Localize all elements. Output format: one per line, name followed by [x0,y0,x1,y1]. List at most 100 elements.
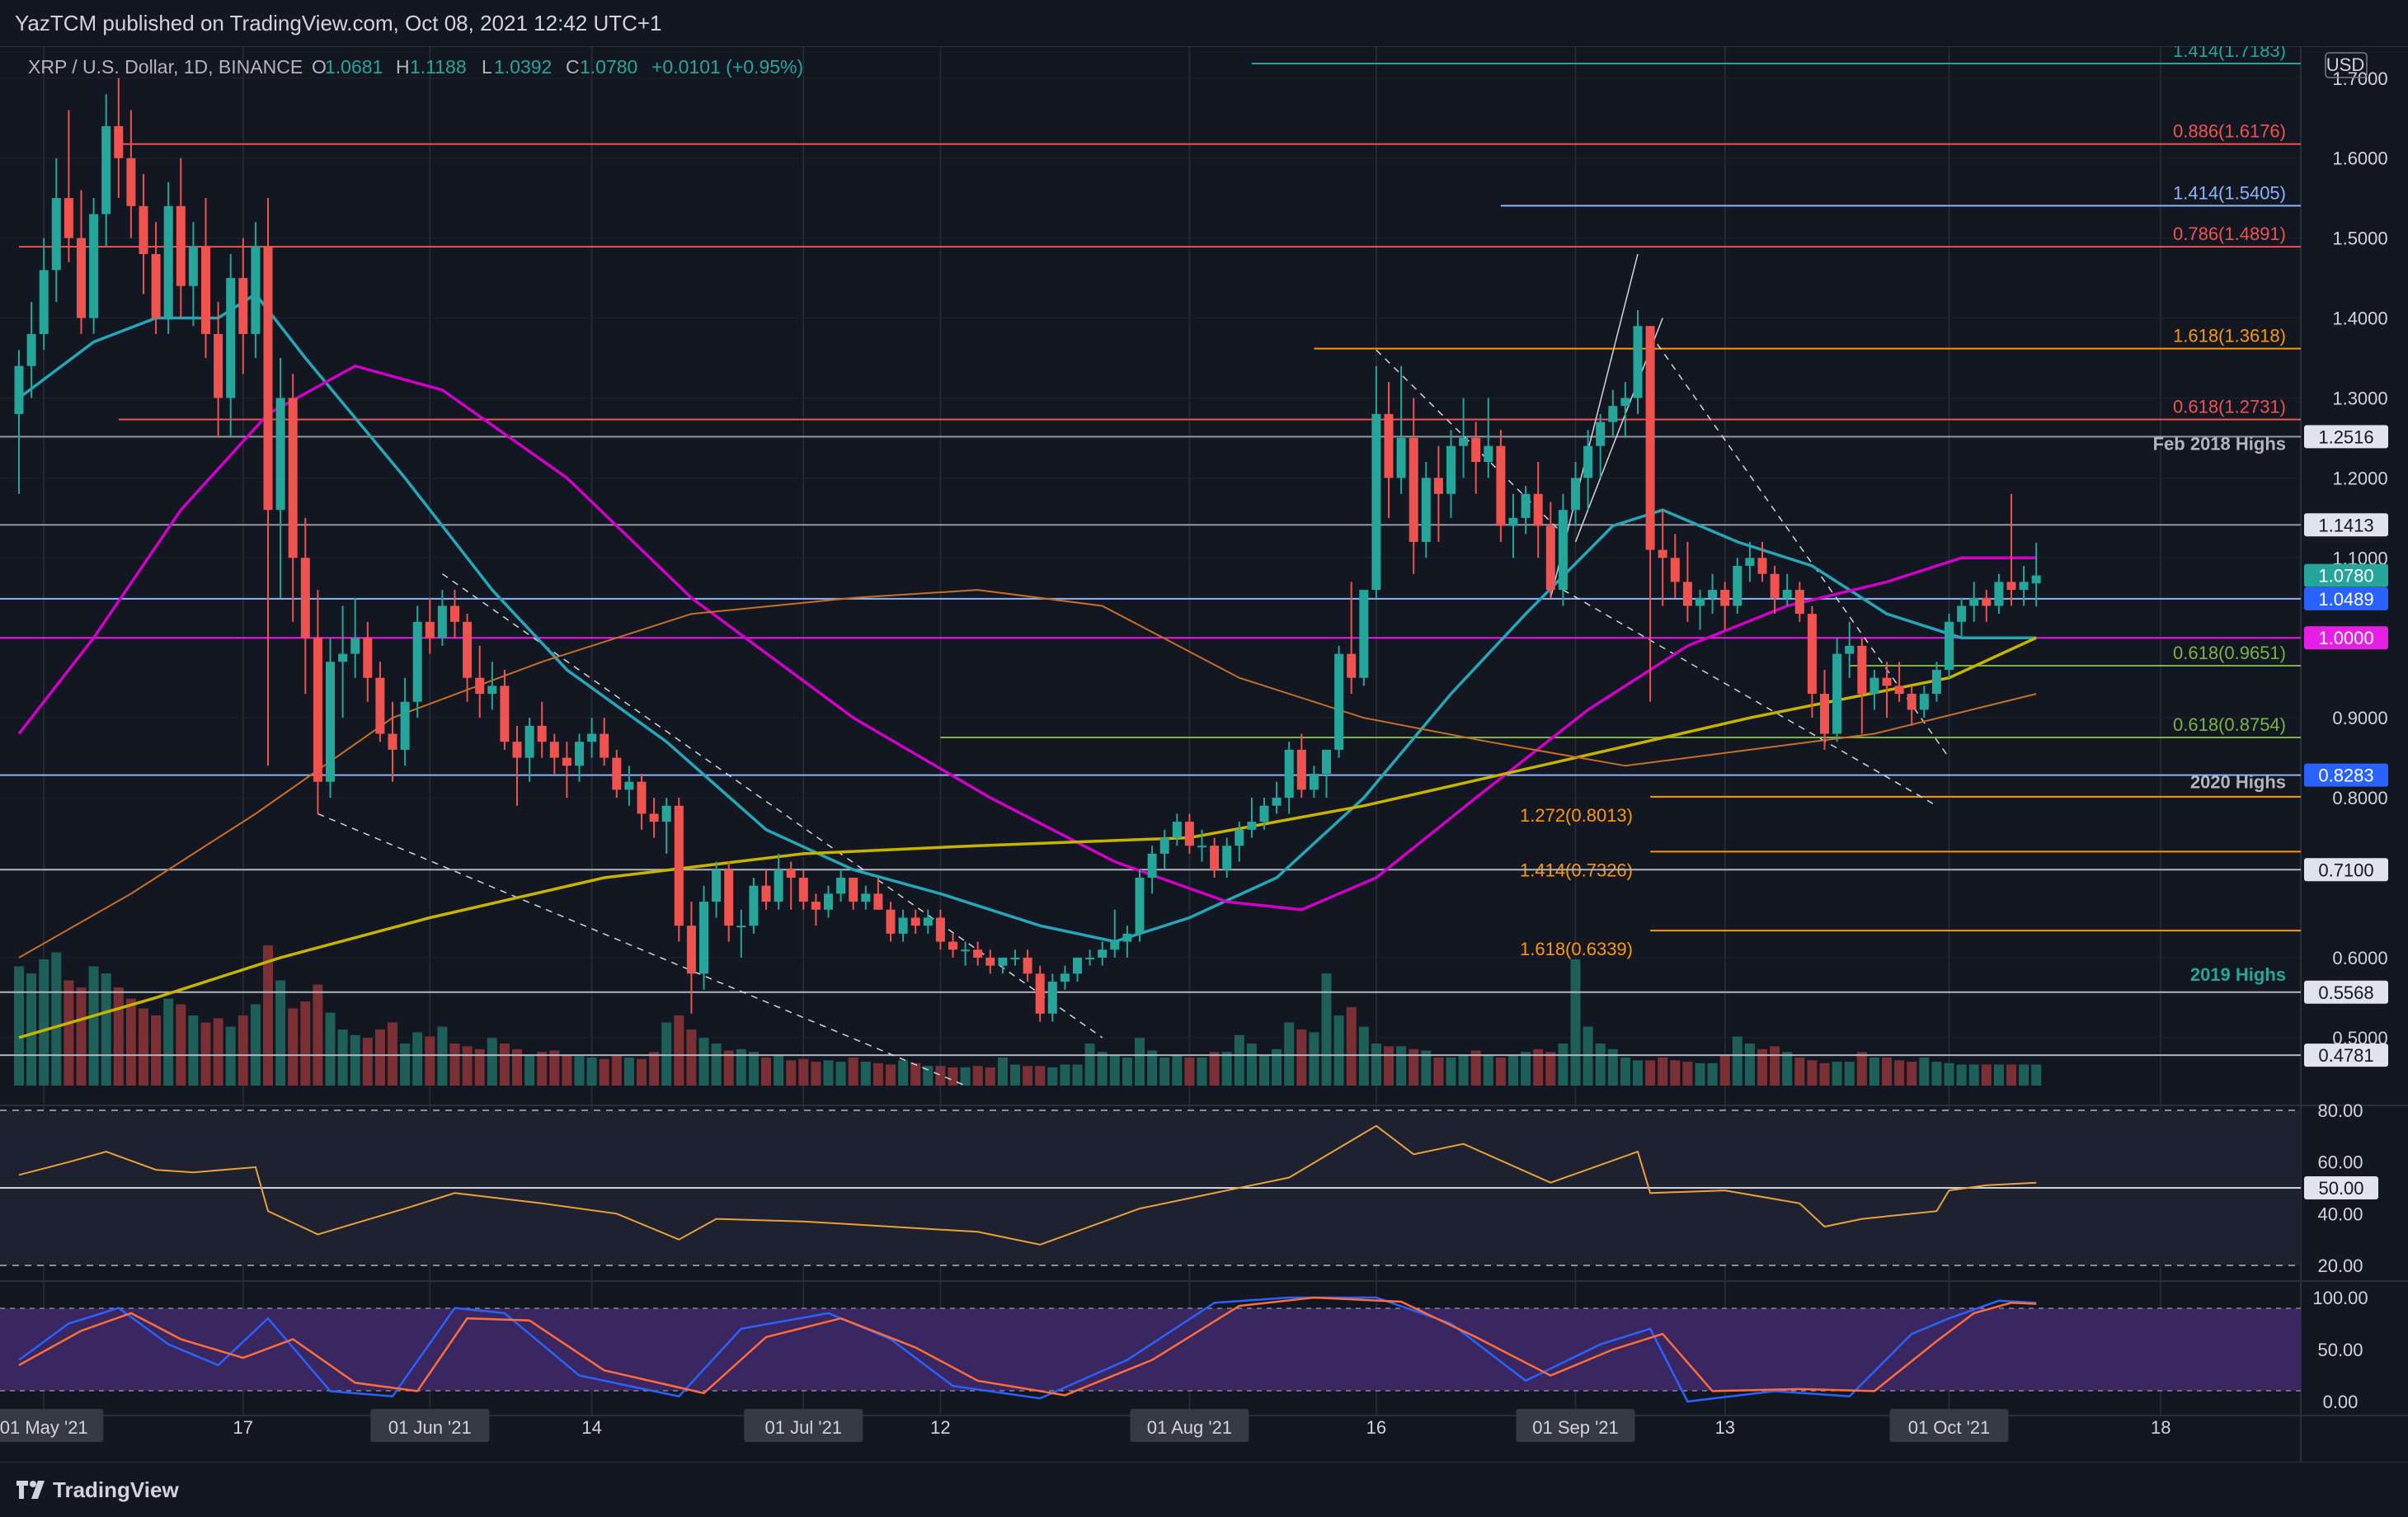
price-chart[interactable]: 1.414(1.7183) 0.886(1.6176) 1.414(1.5405) 0… [0,46,2408,1462]
price-tag-label: 1.1413 [2318,515,2373,535]
candle-body [1845,645,1855,654]
candle-body [1545,525,1555,591]
candle-body [126,158,136,206]
candle [1296,733,1306,799]
ohlc-legend: XRP / U.S. Dollar, 1D, BINANCE O 1.0681 … [28,56,803,78]
fib-level-label: 0.886(1.6176) [2173,121,2286,142]
candle-body [1832,653,1842,734]
moving-averages [17,292,2037,1039]
volume-bar [1010,1064,1020,1086]
candle [1322,749,1331,799]
candle-body [475,677,485,695]
candle-body [500,685,510,742]
volume-bar [1209,1052,1220,1086]
volume-bar [637,1058,647,1086]
candle [1982,590,1992,622]
candle [985,949,995,974]
date-tick-bg [1130,1409,1249,1442]
volume-bar [798,1058,809,1086]
volume-bar [275,980,286,1086]
candle [587,718,597,758]
high-value: 1.1188 [410,56,467,78]
volume-bar [1409,1048,1419,1086]
volume-bar [462,1046,473,1086]
trendlines [317,253,1950,1086]
candle [1845,621,1855,678]
candle [1035,965,1045,1022]
volume-bar [250,1004,261,1086]
candle-body [14,365,24,414]
date-tick-label: 01 Sep '21 [1532,1417,1619,1438]
candle-body [1347,653,1357,678]
candle-body [1384,413,1394,478]
currency-label[interactable]: USD [2326,54,2364,75]
date-tick: 12 [930,1417,950,1438]
candle-body [1931,670,1941,695]
volume-bar [997,1058,1008,1086]
rsi-tick-label: 60.00 [2317,1152,2363,1173]
candle [226,254,236,438]
candle [1994,573,2004,615]
candle-body [1982,597,1992,606]
candle [14,350,24,494]
candle-body [873,893,883,910]
candle-body [849,878,858,902]
price-tag: 1.2516 [2304,425,2388,449]
volume-bar [1620,1058,1630,1086]
candle [1508,493,1518,558]
candle-body [350,638,360,654]
price-tag-label: 1.0780 [2318,566,2373,587]
date-tick-label: 01 May '21 [0,1417,88,1438]
candle-body [824,893,833,910]
candle-body [238,278,248,334]
moving-average-line [18,589,2037,959]
volume-bar [1570,959,1581,1086]
candle-body [1782,590,1792,598]
candle-body [724,869,734,926]
date-tick: 01 Sep '21 [1516,1409,1635,1442]
volume-bar [1159,1058,1170,1086]
candle [188,222,198,327]
volume-bar [1458,1054,1469,1086]
candle-body [1159,837,1169,854]
volume-bar [101,973,111,1086]
candle-body [1210,846,1220,870]
volume-bar [1856,1052,1867,1086]
candle-body [226,278,236,398]
candle-body [101,125,111,214]
candle-body [201,246,210,334]
price-tag-bg [2304,563,2388,587]
candle [1745,541,1755,582]
candle-body [761,885,771,902]
candle [1533,462,1543,558]
volume-bar [1607,1048,1618,1086]
candle [923,909,933,934]
candle [1098,941,1108,966]
candle-body [1147,853,1157,878]
candle [1720,582,1730,630]
currency-box [2325,52,2368,78]
rsi-tick-label: 40.00 [2317,1204,2363,1224]
volume-bar [1533,1048,1544,1086]
date-tick-bg [744,1409,863,1442]
candle [1782,573,1792,606]
rsi-value-tag: 50.00 [2318,1178,2363,1199]
candle-body [1645,326,1655,550]
candle [26,302,36,398]
candle [1770,566,1780,615]
candle [1708,573,1718,615]
volume-bar [1819,1062,1830,1086]
volume-bar [425,1036,435,1086]
candle-body [1496,445,1506,526]
candle [1396,365,1406,494]
volume-bar [51,952,62,1086]
volume-bar [2031,1064,2042,1086]
stochastic-pane [0,1296,2301,1403]
candle [487,662,497,710]
candle-body [1446,445,1456,494]
volume-bar [1023,1066,1033,1086]
candle-body [1098,949,1108,958]
candle-body [163,205,173,318]
volume-bar [1446,1058,1456,1086]
candle-body [736,926,746,928]
